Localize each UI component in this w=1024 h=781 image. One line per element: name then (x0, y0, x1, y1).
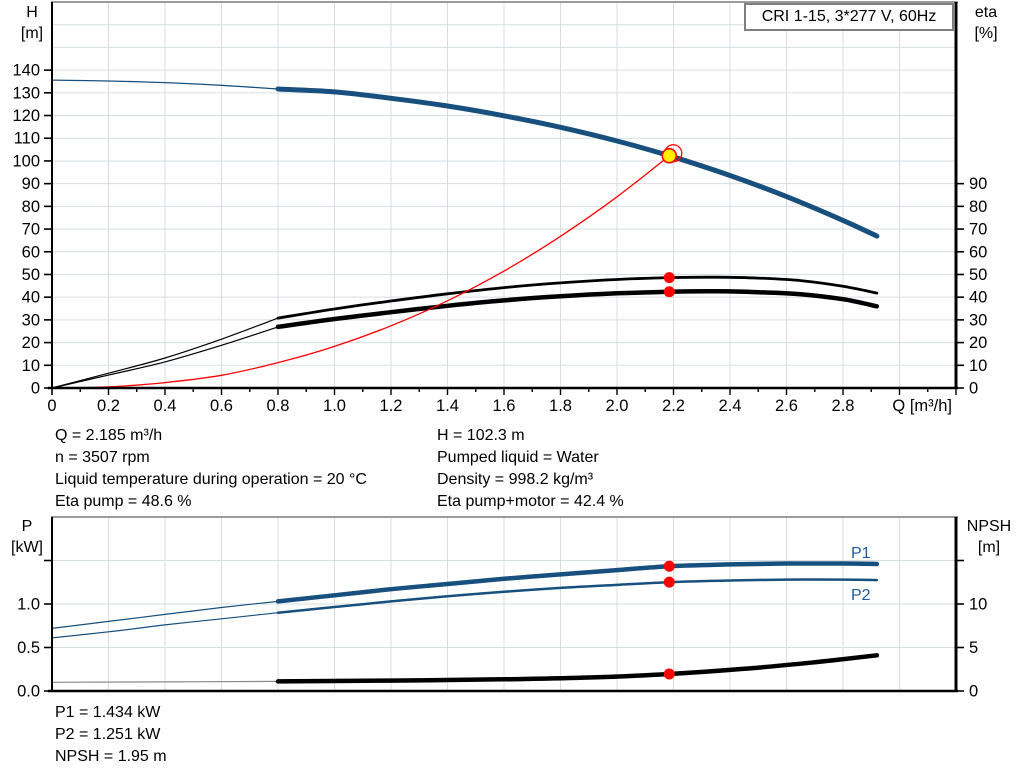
tick-label: 120 (12, 107, 40, 125)
tick-label: 0 (31, 380, 40, 398)
tick-label: 1.0 (17, 596, 40, 614)
tick-label: 90 (22, 175, 40, 193)
duty-point-marker (661, 147, 678, 164)
h-axis-unit: H [m] (20, 4, 44, 42)
tick-label: 1.4 (436, 397, 459, 415)
tick-label: 40 (22, 289, 40, 307)
series-label-p2: P2 (851, 587, 871, 604)
tick-label: 70 (22, 221, 40, 239)
tick-label: 110 (14, 130, 40, 148)
p2-curve-thin (51, 612, 279, 639)
p1-value: P1 = 1.434 kW (55, 704, 161, 721)
npsh-axis-unit: NPSH [m] (966, 518, 1012, 556)
eta-axis-unit: eta [%] (974, 4, 998, 42)
tick-label: 2.2 (662, 397, 685, 415)
p2-point (663, 576, 675, 588)
speed-value: n = 3507 rpm (55, 449, 150, 466)
tick-label: 0.5 (17, 639, 40, 657)
tick-label: 0.0 (17, 683, 40, 701)
head-value: H = 102.3 m (437, 427, 525, 444)
tick-label: 0.6 (210, 397, 233, 415)
tick-label: 1.6 (493, 397, 516, 415)
tick-label: 130 (12, 84, 40, 102)
tick-label: 2.8 (832, 397, 855, 415)
tick-label: 2.4 (719, 397, 742, 415)
tick-label: 30 (969, 311, 987, 329)
eta-pump-curve-thin (51, 317, 279, 389)
operating-data-right: H = 102.3 m Pumped liquid = Water Densit… (437, 425, 624, 513)
npsh-curve (275, 653, 880, 684)
p1-curve-thin (51, 600, 279, 629)
series-label-p1: P1 (851, 545, 871, 562)
eta-pump-value: Eta pump = 48.6 % (55, 493, 192, 510)
p2-value: P2 = 1.251 kW (55, 726, 161, 743)
tick-label: 20 (969, 334, 987, 352)
tick-label: 0.2 (97, 397, 120, 415)
tick-label: 0 (969, 683, 978, 701)
head-curve (275, 86, 880, 239)
system-curve (51, 155, 670, 389)
tick-label: 50 (969, 266, 987, 284)
pump-designation-text: CRI 1-15, 3*277 V, 60Hz (761, 8, 937, 25)
eta-pump-motor-point (663, 286, 675, 298)
npsh-value: NPSH = 1.95 m (55, 748, 167, 765)
eta-pump-point (663, 272, 675, 284)
pumped-liquid-value: Pumped liquid = Water (437, 449, 599, 466)
tick-label: 20 (22, 334, 40, 352)
tick-label: 80 (969, 198, 987, 216)
eta-pump-motor-value: Eta pump+motor = 42.4 % (437, 493, 624, 510)
x-axis-unit-label: Q [m³/h] (892, 397, 952, 415)
p1-curve (275, 561, 880, 604)
tick-label: 0.8 (267, 397, 290, 415)
tick-label: 1.0 (323, 397, 346, 415)
tick-label: 140 (12, 62, 40, 80)
eta-pump-curve (276, 275, 879, 320)
tick-label: 1.2 (380, 397, 403, 415)
eta-pump-motor-curve-thin (51, 326, 279, 389)
tick-label: 2.6 (775, 397, 798, 415)
tick-label: 5 (969, 639, 978, 657)
liquid-temperature-value: Liquid temperature during operation = 20… (55, 471, 367, 488)
tick-label: 0 (47, 397, 56, 415)
tick-label: 80 (22, 198, 40, 216)
operating-data-left: Q = 2.185 m³/h n = 3507 rpm Liquid tempe… (55, 425, 367, 513)
p1-point (663, 560, 675, 572)
tick-label: 1.8 (549, 397, 572, 415)
tick-label: 50 (22, 266, 40, 284)
npsh-curve-thin (51, 680, 279, 683)
tick-label: 90 (969, 175, 987, 193)
tick-label: 30 (22, 311, 40, 329)
tick-label: 2.0 (606, 397, 629, 415)
tick-label: 100 (12, 152, 40, 170)
eta-pump-motor-curve (275, 289, 880, 330)
npsh-point (663, 668, 675, 680)
tick-label: 0 (969, 380, 978, 398)
pump-designation-box: CRI 1-15, 3*277 V, 60Hz (744, 3, 954, 31)
p2-curve (276, 578, 879, 614)
tick-label: 70 (969, 221, 987, 239)
tick-label: 10 (22, 357, 40, 375)
density-value: Density = 998.2 kg/m³ (437, 471, 594, 488)
head-curve-thin (51, 79, 279, 90)
p-axis-unit: P [kW] (11, 518, 43, 556)
tick-label: 0.4 (154, 397, 177, 415)
flow-value: Q = 2.185 m³/h (55, 427, 163, 444)
tick-label: 10 (969, 596, 987, 614)
tick-label: 60 (22, 243, 40, 261)
power-npsh-data: P1 = 1.434 kW P2 = 1.251 kW NPSH = 1.95 … (55, 702, 167, 768)
tick-label: 40 (969, 289, 987, 307)
tick-label: 60 (969, 243, 987, 261)
tick-label: 10 (969, 357, 987, 375)
